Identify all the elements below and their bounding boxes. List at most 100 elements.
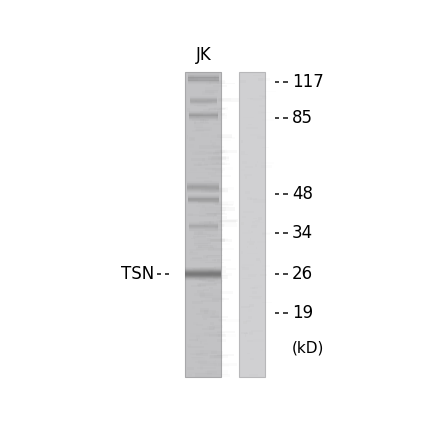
Bar	[190, 96, 217, 97]
Bar	[187, 191, 220, 192]
Bar	[242, 216, 246, 218]
Bar	[187, 181, 220, 182]
Bar	[205, 90, 218, 93]
Bar	[246, 253, 257, 254]
Bar	[252, 291, 257, 295]
Bar	[243, 321, 247, 324]
Bar	[205, 87, 219, 91]
Bar	[242, 306, 250, 308]
Bar	[245, 166, 253, 168]
Bar	[219, 116, 220, 119]
Bar	[200, 119, 204, 123]
Bar	[189, 113, 218, 114]
Bar	[214, 355, 222, 358]
Bar	[188, 78, 219, 79]
Bar	[194, 238, 211, 241]
Bar	[190, 102, 217, 103]
Bar	[196, 324, 203, 326]
Bar	[194, 163, 201, 166]
Bar	[204, 180, 213, 182]
Bar	[192, 185, 193, 189]
Bar	[195, 100, 197, 102]
Bar	[200, 310, 216, 314]
Bar	[201, 260, 216, 263]
Bar	[204, 343, 208, 345]
Bar	[248, 124, 252, 125]
Bar	[208, 270, 226, 273]
Bar	[220, 219, 238, 222]
Bar	[197, 338, 198, 341]
Bar	[187, 185, 220, 186]
Bar	[188, 79, 219, 80]
Bar	[194, 235, 199, 238]
Bar	[194, 122, 209, 124]
Bar	[214, 213, 217, 216]
Bar	[199, 211, 220, 214]
Bar	[190, 251, 193, 253]
Bar	[185, 272, 221, 273]
Bar	[210, 181, 217, 183]
Bar	[216, 81, 226, 83]
Bar	[197, 367, 216, 369]
Bar	[200, 168, 216, 169]
Bar	[192, 276, 204, 277]
Bar	[261, 162, 274, 164]
Bar	[248, 274, 257, 277]
Bar	[188, 77, 219, 78]
Bar	[189, 223, 218, 224]
Bar	[191, 268, 195, 269]
Bar	[205, 229, 223, 231]
Bar	[194, 105, 206, 106]
Bar	[242, 169, 245, 171]
Bar	[188, 80, 219, 81]
Bar	[190, 97, 217, 98]
Bar	[208, 108, 216, 111]
Bar	[249, 243, 254, 245]
Bar	[242, 267, 249, 270]
Bar	[195, 361, 210, 363]
Bar	[212, 156, 229, 159]
Bar	[188, 74, 219, 75]
Bar	[208, 280, 224, 282]
Bar	[210, 322, 214, 325]
Bar	[190, 99, 217, 100]
Bar	[209, 235, 217, 237]
Bar	[189, 117, 218, 118]
Bar	[209, 172, 216, 175]
Bar	[202, 289, 209, 291]
Bar	[202, 205, 205, 208]
Bar	[189, 221, 218, 222]
Bar	[189, 223, 218, 224]
Bar	[189, 231, 218, 232]
Bar	[187, 374, 192, 376]
Bar	[251, 225, 257, 228]
Bar	[204, 162, 224, 165]
Bar	[190, 100, 217, 101]
Bar	[190, 199, 202, 202]
Bar	[247, 240, 255, 243]
Bar	[192, 357, 205, 360]
Bar	[220, 291, 233, 294]
Bar	[216, 210, 225, 213]
Bar	[185, 273, 221, 274]
Bar	[195, 373, 212, 377]
Bar	[196, 205, 214, 207]
Bar	[190, 75, 194, 78]
Bar	[200, 363, 216, 366]
Bar	[215, 273, 232, 276]
Bar	[212, 142, 216, 145]
Bar	[189, 222, 218, 223]
Bar	[185, 271, 221, 272]
Bar	[213, 123, 220, 125]
Bar	[194, 339, 207, 342]
Bar	[210, 161, 227, 164]
Bar	[196, 127, 212, 131]
Bar	[248, 309, 252, 312]
Bar	[189, 227, 218, 228]
Bar	[217, 134, 232, 138]
Bar	[214, 259, 231, 261]
Bar	[207, 326, 212, 328]
Bar	[202, 328, 214, 330]
Bar	[242, 278, 251, 279]
Bar	[215, 201, 234, 205]
